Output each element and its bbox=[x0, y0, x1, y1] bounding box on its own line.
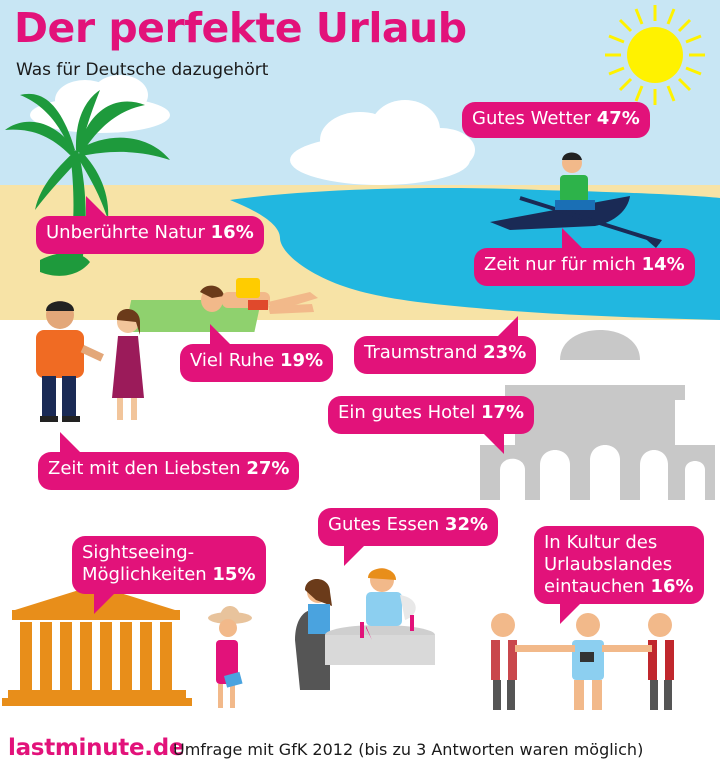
page-subtitle: Was für Deutsche dazugehört bbox=[16, 60, 269, 80]
label-viel-ruhe: Viel Ruhe 19% bbox=[180, 324, 334, 382]
couple-icon bbox=[36, 301, 144, 422]
label-traumstrand: Traumstrand 23% bbox=[354, 316, 537, 374]
rowing-boat-icon bbox=[490, 152, 662, 248]
label-gutes-essen: Gutes Essen 32% bbox=[318, 508, 499, 566]
label-unberuehrte-natur: Unberührte Natur 16% bbox=[36, 196, 264, 254]
category-label: Traumstrand bbox=[364, 342, 484, 363]
label-kultur: In Kultur des Urlaubslandes eintauchen 1… bbox=[534, 526, 704, 624]
page-title: Der perfekte Urlaub bbox=[14, 4, 467, 52]
restaurant-icon bbox=[295, 568, 435, 690]
category-label: Möglichkeiten bbox=[82, 564, 213, 585]
dancers-icon bbox=[491, 613, 674, 710]
value-label: 19% bbox=[280, 350, 324, 371]
value-label: 16% bbox=[210, 222, 254, 243]
value-label: 47% bbox=[596, 108, 640, 129]
label-ein-gutes-hotel: Ein gutes Hotel 17% bbox=[328, 396, 535, 454]
category-label: Gutes Wetter bbox=[472, 108, 597, 129]
value-label: 27% bbox=[246, 458, 290, 479]
value-label: 23% bbox=[483, 342, 527, 363]
cloud-icon bbox=[290, 100, 475, 185]
category-label: Urlaubslandes bbox=[544, 554, 673, 575]
label-gutes-wetter: Gutes Wetter 47% bbox=[462, 102, 650, 138]
category-label: In Kultur des bbox=[544, 532, 658, 553]
value-label: 15% bbox=[212, 564, 256, 585]
category-label: Zeit nur für mich bbox=[484, 254, 642, 275]
category-label: eintauchen bbox=[544, 576, 651, 597]
label-zeit-nur-fuer-mich: Zeit nur für mich 14% bbox=[474, 228, 695, 286]
label-sightseeing: Sightseeing- Möglichkeiten 15% bbox=[72, 536, 266, 614]
category-label: Zeit mit den Liebsten bbox=[48, 458, 247, 479]
category-label: Unberührte Natur bbox=[46, 222, 211, 243]
category-label: Sightseeing- bbox=[82, 542, 195, 563]
value-label: 17% bbox=[480, 402, 525, 423]
sun-icon bbox=[605, 5, 705, 105]
category-label: Gutes Essen bbox=[328, 514, 445, 535]
brand-logo: lastminute.de bbox=[8, 735, 185, 761]
sunbather-icon bbox=[200, 278, 318, 314]
label-zeit-mit-den-liebsten: Zeit mit den Liebsten 27% bbox=[38, 432, 300, 490]
source-note: Umfrage mit GfK 2012 (bis zu 3 Antworten… bbox=[173, 740, 644, 759]
value-label: 16% bbox=[650, 576, 694, 597]
category-label: Ein gutes Hotel bbox=[338, 402, 481, 423]
value-label: 14% bbox=[641, 254, 685, 275]
tourist-icon bbox=[208, 606, 252, 708]
value-label: 32% bbox=[444, 514, 489, 535]
category-label: Viel Ruhe bbox=[190, 350, 281, 371]
